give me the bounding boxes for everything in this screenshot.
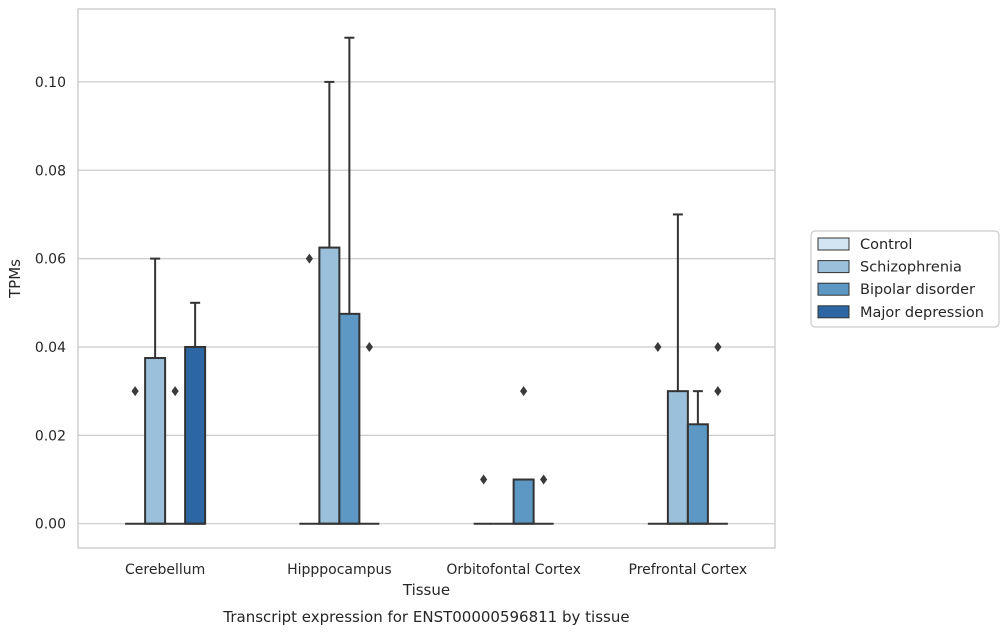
y-axis-ticks: 0.00 0.02 0.04 0.06 0.08 0.10 xyxy=(35,75,66,533)
legend-label: Schizophrenia xyxy=(860,260,962,276)
y-axis-label: TPMs xyxy=(6,259,24,299)
legend-swatch xyxy=(817,282,850,296)
box xyxy=(318,246,341,525)
x-axis-label: Tissue xyxy=(402,581,450,599)
box-major-depression xyxy=(359,341,380,525)
y-tick-label: 0.02 xyxy=(35,428,66,444)
box-control xyxy=(647,341,668,525)
legend-swatch xyxy=(817,260,850,274)
box-schizophrenia xyxy=(144,257,167,525)
box-plot-marks xyxy=(125,36,728,525)
legend-swatch xyxy=(817,237,850,251)
box xyxy=(666,390,689,525)
box-major-depression xyxy=(533,474,554,525)
plot-frame xyxy=(77,8,776,549)
outlier-point xyxy=(714,341,722,352)
box-bipolar-disorder xyxy=(512,386,535,525)
box-major-depression xyxy=(184,301,207,525)
outlier-point xyxy=(365,341,373,352)
outlier-point xyxy=(480,474,488,485)
legend-label: Control xyxy=(860,237,912,253)
legend: Control Schizophrenia Bipolar disorder Majo… xyxy=(810,230,1000,328)
chart-title: Transcript expression for ENST0000059681… xyxy=(222,608,629,626)
outlier-point xyxy=(714,386,722,397)
legend-label: Major depression xyxy=(860,305,984,321)
outlier-point xyxy=(520,386,528,397)
y-tick-label: 0.08 xyxy=(35,163,66,179)
legend-swatch xyxy=(817,305,850,319)
box xyxy=(144,357,167,525)
outlier-point xyxy=(171,386,179,397)
box-control xyxy=(299,253,320,525)
x-tick-label: Cerebellum xyxy=(125,562,205,578)
box-control xyxy=(125,386,146,525)
y-tick-label: 0.10 xyxy=(35,75,66,91)
box-bipolar-disorder xyxy=(686,390,709,525)
x-tick-label: Prefrontal Cortex xyxy=(629,562,748,578)
box xyxy=(686,423,709,525)
box-control xyxy=(473,474,494,525)
box xyxy=(338,312,361,525)
y-tick-label: 0.06 xyxy=(35,252,66,268)
x-tick-label: Hipppocampus xyxy=(287,562,392,578)
legend-label: Bipolar disorder xyxy=(860,282,975,298)
outlier-point xyxy=(131,386,139,397)
legend-frame xyxy=(810,230,1000,328)
box-schizophrenia xyxy=(666,213,689,525)
outlier-point xyxy=(654,341,662,352)
box xyxy=(184,345,207,525)
x-axis-ticks: Cerebellum Hipppocampus Orbitofontal Corte… xyxy=(125,562,747,578)
outlier-point xyxy=(305,253,313,264)
y-tick-label: 0.00 xyxy=(35,517,66,533)
x-tick-label: Orbitofontal Cortex xyxy=(446,562,581,578)
box xyxy=(512,478,535,525)
outlier-point xyxy=(540,474,548,485)
box-major-depression xyxy=(707,341,728,525)
y-tick-label: 0.04 xyxy=(35,340,66,356)
box-bipolar-disorder xyxy=(165,386,186,525)
box-schizophrenia xyxy=(318,80,341,525)
box-bipolar-disorder xyxy=(338,36,361,525)
